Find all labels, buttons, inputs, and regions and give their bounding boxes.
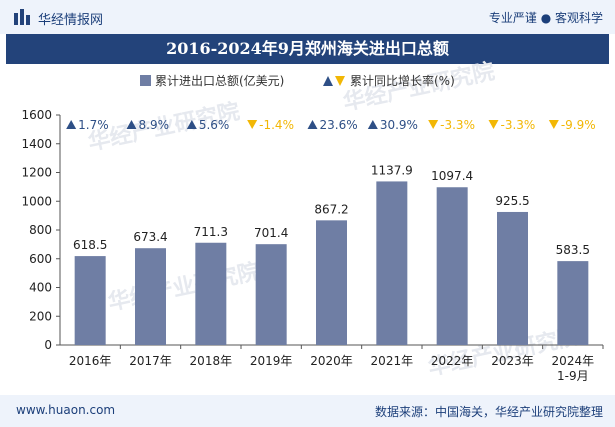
growth-up-triangle-icon <box>66 120 77 129</box>
growth-rate-label: 1.7% <box>78 118 109 132</box>
y-tick-label: 1200 <box>21 166 52 180</box>
bar-value-label: 618.5 <box>73 238 107 252</box>
y-tick-label: 1400 <box>21 137 52 151</box>
bar-value-label: 925.5 <box>495 194 529 208</box>
legend-bar-label: 累计进出口总额(亿美元) <box>155 73 284 88</box>
growth-up-triangle-icon <box>367 120 378 129</box>
bar-value-label: 711.3 <box>194 225 228 239</box>
bar <box>436 187 468 345</box>
legend-down-triangle-icon <box>335 76 345 86</box>
bar-value-labels: 618.5 673.4 711.3 701.4 867.2 1137.9 1097.4 925… <box>73 163 590 257</box>
legend-growth-label: 累计同比增长率(%) <box>350 73 455 88</box>
bar-value-label: 673.4 <box>133 230 167 244</box>
x-tick-label: 2020年 <box>310 354 353 368</box>
footer-source: 数据来源：中国海关，华经产业研究院整理 <box>374 405 603 419</box>
bar-series <box>74 181 589 345</box>
chart-title: 2016-2024年9月郑州海关进出口总额 <box>166 39 449 58</box>
x-tick-label: 2023年 <box>491 354 534 368</box>
x-tick-label: 2024年 1-9月 <box>552 354 595 383</box>
y-tick-label: 800 <box>29 223 52 237</box>
growth-rate-label: 8.9% <box>139 118 170 132</box>
growth-rate-label: 30.9% <box>380 118 418 132</box>
bar-value-label: 1137.9 <box>371 163 413 177</box>
legend-bar-swatch <box>140 75 151 86</box>
y-tick-label: 200 <box>29 309 52 323</box>
logo-icon <box>14 9 30 25</box>
y-axis-ticks: 0 200 400 600 800 1000 1200 1400 1600 <box>21 108 60 352</box>
bar-value-label: 867.2 <box>314 202 348 216</box>
bar-value-label: 583.5 <box>556 243 590 257</box>
growth-rate-row: 1.7% 8.9% 5.6% -1.4% 23.6% 30.9% -3.3% -3.3% -9.… <box>66 118 596 132</box>
footer-url: www.huaon.com <box>16 403 116 417</box>
growth-down-triangle-icon <box>428 120 439 129</box>
growth-up-triangle-icon <box>186 120 197 129</box>
bar <box>135 248 166 345</box>
bar <box>255 244 287 345</box>
growth-up-triangle-icon <box>307 120 318 129</box>
growth-rate-label: -9.9% <box>561 118 596 132</box>
legend: 累计进出口总额(亿美元) 累计同比增长率(%) <box>140 73 455 88</box>
growth-down-triangle-icon <box>548 120 559 129</box>
top-bar: 华经情报网 专业严谨 ● 客观科学 <box>0 0 615 34</box>
x-tick-label: 2019年 <box>250 354 293 368</box>
x-tick-label: 2018年 <box>190 354 233 368</box>
growth-up-triangle-icon <box>126 120 137 129</box>
x-tick-label: 2022年 <box>431 354 474 368</box>
y-tick-label: 600 <box>29 252 52 266</box>
growth-rate-label: -3.3% <box>501 118 536 132</box>
x-tick-label: 2017年 <box>129 354 172 368</box>
y-tick-label: 1600 <box>21 108 52 122</box>
growth-rate-label: 23.6% <box>320 118 358 132</box>
site-name: 华经情报网 <box>38 13 104 28</box>
growth-rate-label: -1.4% <box>259 118 294 132</box>
bar <box>195 242 227 345</box>
x-tick-label: 2016年 <box>69 354 112 368</box>
growth-rate-label: -3.3% <box>440 118 475 132</box>
growth-rate-label: 5.6% <box>199 118 230 132</box>
bar <box>316 220 347 345</box>
chart-title-bar: 2016-2024年9月郑州海关进出口总额 <box>6 34 609 64</box>
footer-bar: www.huaon.com 数据来源：中国海关，华经产业研究院整理 <box>0 395 615 427</box>
bar-value-label: 701.4 <box>254 226 288 240</box>
growth-down-triangle-icon <box>247 120 258 129</box>
x-tick-label: 2021年 <box>371 354 414 368</box>
legend-up-triangle-icon <box>323 76 333 86</box>
tagline: 专业严谨 ● 客观科学 <box>488 11 603 25</box>
y-tick-label: 1000 <box>21 194 52 208</box>
x-axis-labels: 2016年 2017年 2018年 2019年 2020年 2021年 2022年 2023年… <box>69 345 604 383</box>
growth-down-triangle-icon <box>488 120 499 129</box>
bar <box>376 181 408 345</box>
watermark-text: 华经产业研究院 <box>106 258 262 315</box>
bar <box>557 261 589 345</box>
bar <box>74 256 106 345</box>
y-tick-label: 400 <box>29 281 52 295</box>
bar <box>497 211 528 345</box>
bar-value-label: 1097.4 <box>431 169 473 183</box>
y-tick-label: 0 <box>44 338 52 352</box>
